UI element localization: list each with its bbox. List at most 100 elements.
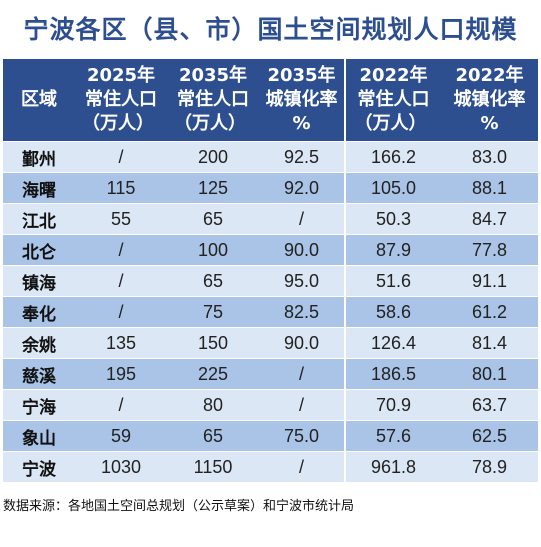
value-cell: 200 bbox=[167, 141, 259, 173]
value-cell: 87.9 bbox=[344, 234, 441, 266]
header-line: （万人） bbox=[354, 113, 427, 134]
table-row: 镇海/65 95.0 51.6 91.1 bbox=[3, 265, 538, 297]
value-cell: / bbox=[259, 358, 345, 390]
value-cell: 58.6 bbox=[344, 296, 441, 328]
value-cell: 95.0 bbox=[259, 265, 345, 297]
value-cell: / bbox=[75, 265, 167, 297]
value-cell: 1150 bbox=[167, 451, 259, 482]
value-cell: 82.5 bbox=[259, 296, 345, 328]
value-cell: / bbox=[75, 234, 167, 266]
header-line: % bbox=[480, 113, 499, 134]
region-cell: 奉化 bbox=[3, 296, 75, 328]
region-cell: 鄞州 bbox=[3, 141, 75, 173]
header-col-5: 2022年城镇化率% bbox=[441, 59, 538, 142]
header-line: 2035年 bbox=[267, 65, 336, 86]
region-cell: 宁海 bbox=[3, 389, 75, 421]
value-cell: 92.5 bbox=[259, 141, 345, 173]
value-cell: 51.6 bbox=[344, 265, 441, 297]
value-cell: / bbox=[259, 451, 345, 482]
value-cell: 55 bbox=[75, 203, 167, 235]
header-line: 2022年 bbox=[455, 65, 524, 86]
header-line: 2025年 bbox=[86, 65, 156, 86]
value-cell: 65 bbox=[167, 420, 259, 452]
region-cell: 慈溪 bbox=[3, 358, 75, 390]
header-line: 城镇化率 bbox=[265, 89, 338, 110]
header-region: 区域 bbox=[3, 59, 75, 142]
table-row: 慈溪 195 225/186.5 80.1 bbox=[3, 358, 538, 390]
value-cell: 90.0 bbox=[259, 234, 345, 266]
region-cell: 江北 bbox=[3, 203, 75, 235]
population-table: 区域 2025年 常住人口 （万人） 2035年 常住人口 （万人） 2035年 城镇化率% 20… bbox=[3, 59, 538, 482]
value-cell: 75.0 bbox=[259, 420, 345, 452]
header-line: 区域 bbox=[21, 89, 57, 110]
value-cell: 77.8 bbox=[441, 234, 538, 266]
value-cell: / bbox=[75, 296, 167, 328]
value-cell: 100 bbox=[167, 234, 259, 266]
value-cell: 225 bbox=[167, 358, 259, 390]
value-cell: 65 bbox=[167, 203, 259, 235]
header-row: 区域 2025年 常住人口 （万人） 2035年 常住人口 （万人） 2035年 城镇化率% 20… bbox=[3, 59, 538, 142]
table-row: 鄞州/200 92.5 166.2 83.0 bbox=[3, 141, 538, 173]
value-cell: 70.9 bbox=[344, 389, 441, 421]
value-cell: 81.4 bbox=[441, 327, 538, 359]
region-cell: 象山 bbox=[3, 420, 75, 452]
value-cell: 186.5 bbox=[344, 358, 441, 390]
value-cell: 59 bbox=[75, 420, 167, 452]
value-cell: 61.2 bbox=[441, 296, 538, 328]
value-cell: 62.5 bbox=[441, 420, 538, 452]
source-note: 数据来源：各地国土空间总规划（公示草案）和宁波市统计局 bbox=[3, 499, 355, 514]
value-cell: 90.0 bbox=[259, 327, 345, 359]
value-cell: 1030 bbox=[75, 451, 167, 482]
header-line: 2035年 bbox=[178, 65, 248, 86]
header-col-4: 2022年常住人口 （万人） bbox=[344, 59, 441, 142]
region-cell: 北仑 bbox=[3, 234, 75, 266]
value-cell: 80.1 bbox=[441, 358, 538, 390]
value-cell: 150 bbox=[167, 327, 259, 359]
value-cell: 166.2 bbox=[344, 141, 441, 173]
header-line: 城镇化率 bbox=[453, 89, 526, 110]
value-cell: 75 bbox=[167, 296, 259, 328]
value-cell: 83.0 bbox=[441, 141, 538, 173]
table-row: 奉化/75 82.5 58.6 61.2 bbox=[3, 296, 538, 328]
value-cell: 125 bbox=[167, 172, 259, 204]
value-cell: 135 bbox=[75, 327, 167, 359]
region-cell: 海曙 bbox=[3, 172, 75, 204]
value-cell: 126.4 bbox=[344, 327, 441, 359]
header-line: 2022年 bbox=[359, 65, 428, 86]
value-cell: 115 bbox=[75, 172, 167, 204]
value-cell: 961.8 bbox=[344, 451, 441, 482]
region-cell: 宁波 bbox=[3, 451, 75, 482]
table-row: 象山 59 65 75.0 57.6 62.5 bbox=[3, 420, 538, 452]
region-cell: 余姚 bbox=[3, 327, 75, 359]
value-cell: 195 bbox=[75, 358, 167, 390]
header-col-2: 2035年 常住人口 （万人） bbox=[167, 59, 259, 142]
table-row: 海曙 115 125 92.0 105.0 88.1 bbox=[3, 172, 538, 204]
table-row: 宁波 1030 1150/961.8 78.9 bbox=[3, 451, 538, 482]
value-cell: 92.0 bbox=[259, 172, 345, 204]
header-line: （万人） bbox=[82, 113, 154, 134]
header-line: % bbox=[292, 113, 311, 134]
page-title: 宁波各区（县、市）国土空间规划人口规模 bbox=[23, 15, 518, 44]
header-col-3: 2035年城镇化率% bbox=[259, 59, 345, 142]
table-row: 江北 55 65/50.3 84.7 bbox=[3, 203, 538, 235]
value-cell: 105.0 bbox=[344, 172, 441, 204]
header-line: 常住人口 bbox=[85, 89, 157, 110]
value-cell: 91.1 bbox=[441, 265, 538, 297]
value-cell: / bbox=[75, 141, 167, 173]
value-cell: / bbox=[259, 203, 345, 235]
header-col-1: 2025年常住人口 （万人） bbox=[75, 59, 167, 142]
header-line: 常住人口 bbox=[357, 89, 430, 110]
table-row: 宁海/80/70.9 63.7 bbox=[3, 389, 538, 421]
value-cell: / bbox=[75, 389, 167, 421]
region-cell: 镇海 bbox=[3, 265, 75, 297]
value-cell: 65 bbox=[167, 265, 259, 297]
value-cell: 57.6 bbox=[344, 420, 441, 452]
value-cell: 63.7 bbox=[441, 389, 538, 421]
value-cell: / bbox=[259, 389, 345, 421]
value-cell: 80 bbox=[167, 389, 259, 421]
value-cell: 78.9 bbox=[441, 451, 538, 482]
table-row: 余姚 135 150 90.0 126.4 81.4 bbox=[3, 327, 538, 359]
header-line: 常住人口 bbox=[177, 89, 249, 110]
table-body: 鄞州/200 92.5 166.2 83.0 海曙 115 125 92.0 105.0 88.1… bbox=[3, 141, 538, 482]
value-cell: 84.7 bbox=[441, 203, 538, 235]
